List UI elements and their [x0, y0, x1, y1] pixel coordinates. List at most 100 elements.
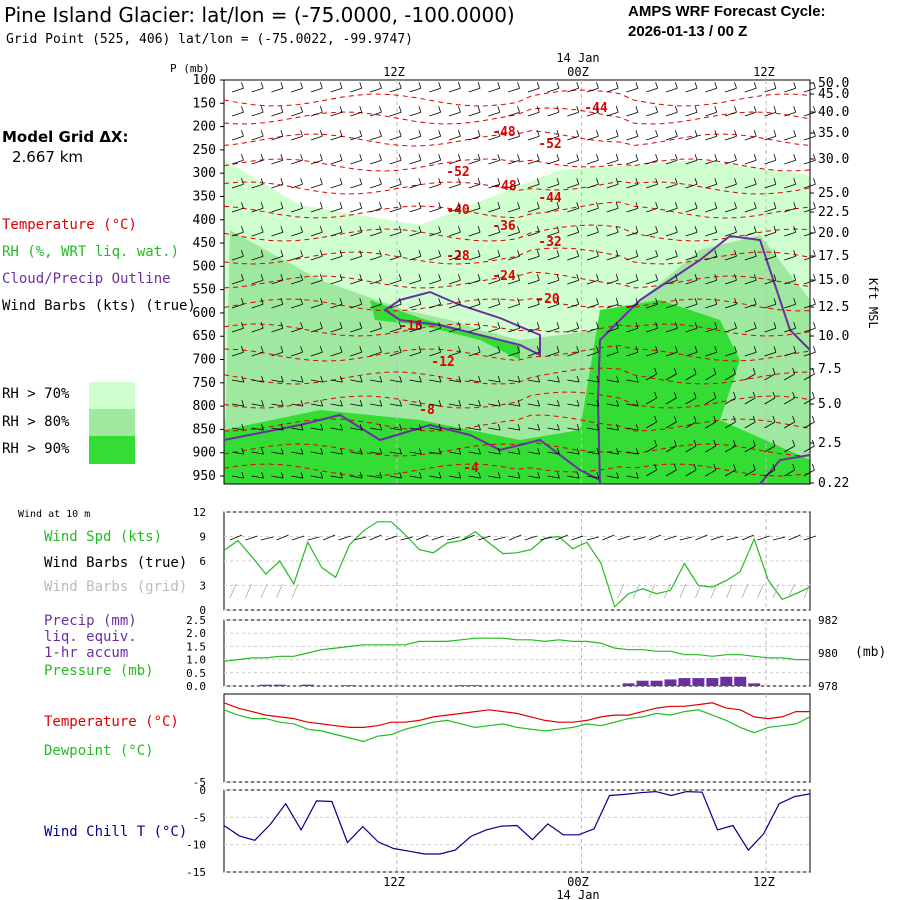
wind-barb-staff: [468, 183, 481, 189]
wind-barb-flag: [339, 226, 343, 233]
wind-barb-staff: [606, 279, 619, 285]
wind-barb-staff: [389, 379, 402, 383]
wind-barb-flag: [793, 346, 797, 353]
wind-barb-staff: [310, 255, 323, 261]
wind-barb-staff: [527, 87, 540, 93]
wind-barb-flag: [557, 375, 560, 383]
wind-barb-staff: [724, 279, 737, 285]
wind-barb-staff: [665, 87, 678, 93]
wind-barb-staff: [468, 231, 481, 237]
wind-barb-flag: [693, 367, 697, 375]
wind-barb-flag: [300, 202, 303, 209]
grid-wind-barb: [679, 583, 687, 599]
wind-barb-staff: [468, 475, 481, 479]
wind-barb-staff: [646, 351, 658, 357]
height-tick-label-13: 5.0: [818, 397, 841, 412]
wind-barb-flag: [773, 250, 777, 257]
wind-barb-flag: [379, 250, 382, 257]
wind-barb-staff: [606, 207, 619, 213]
wind-barb-staff: [508, 87, 520, 93]
wind-barb-flag: [477, 154, 481, 161]
wind-barb-flag: [635, 226, 639, 233]
temperature-line: [223, 702, 810, 728]
wind-barb-flag: [300, 274, 303, 281]
wind-barb-flag: [379, 82, 382, 89]
wind-barb-staff: [488, 303, 500, 309]
wind-barb-staff: [567, 403, 580, 407]
wind-barb-flag: [398, 298, 402, 305]
wind-barb-staff: [646, 159, 658, 165]
wind-barb-flag: [458, 375, 462, 383]
wind-barb-flag: [398, 130, 402, 137]
wind-barb-staff: [744, 445, 756, 453]
wind-barb-flag: [674, 82, 678, 89]
wind-barb-staff: [271, 135, 283, 141]
wind-barb-staff: [291, 255, 303, 261]
wind-barb-flag: [497, 399, 501, 407]
wind-barb-staff: [724, 469, 736, 477]
wind-barb-flag: [674, 178, 678, 185]
wind-barb-flag: [241, 202, 244, 209]
wind-barb-staff: [784, 159, 796, 165]
legend-rh80-swatch: [89, 409, 135, 436]
wind-barb-staff: [271, 207, 283, 213]
wind-barb-staff: [369, 327, 382, 333]
wind-barb-flag: [517, 375, 521, 383]
wind-barb-staff: [330, 135, 343, 141]
true-wind-barb: [478, 535, 491, 541]
height-tick-label-5: 25.0: [818, 186, 849, 201]
wind-barb-staff: [626, 135, 639, 141]
wind-barb-flag: [319, 346, 323, 353]
wind-barb-staff: [488, 135, 500, 141]
wind-barb-staff: [803, 327, 816, 333]
wind-barb-flag: [615, 250, 619, 257]
wind-barb-staff: [350, 279, 362, 285]
wind-barb-flag: [359, 298, 363, 305]
wind-barb-staff: [350, 451, 363, 455]
wind-barb-flag: [300, 423, 304, 431]
wind-barb-staff: [369, 135, 382, 141]
wind-barb-flag: [517, 423, 521, 431]
wind-barb-flag: [320, 375, 324, 383]
wind-barb-staff: [330, 451, 343, 455]
grid-point-subtitle: Grid Point (525, 406) lat/lon = (-75.002…: [6, 32, 413, 47]
model-grid-label: Model Grid ΔX:: [2, 128, 129, 146]
pressure-tick-label-4: 300: [193, 166, 216, 181]
precip-bar-33: [678, 678, 691, 686]
wind-barb-flag: [694, 346, 698, 353]
precip-tick-label-3: 1.0: [186, 654, 206, 667]
wind-barb-staff: [389, 451, 402, 455]
wind-barb-flag: [773, 202, 777, 209]
wind-barb-staff: [567, 231, 579, 237]
wind-barb-flag: [379, 322, 382, 329]
temperature-label-3: -52: [446, 165, 469, 180]
wind-barb-staff: [350, 403, 363, 407]
wind-barb-flag: [359, 202, 363, 209]
wind-barb-staff: [764, 111, 777, 117]
wind-barb-flag: [596, 375, 600, 383]
wind-barb-staff: [291, 111, 303, 117]
wind-barb-flag: [655, 202, 658, 209]
wind-barb-flag: [615, 202, 619, 209]
wind-barb-flag: [556, 82, 560, 89]
wind-barb-flag: [517, 130, 520, 137]
wind-barb-staff: [685, 303, 698, 309]
wind-barb-staff: [508, 183, 520, 189]
wind-barb-staff: [586, 87, 599, 93]
wind-barb-flag: [813, 250, 816, 257]
wind-barb-staff: [803, 469, 815, 477]
wind-barb-flag: [537, 447, 541, 455]
wind-barb-staff: [251, 231, 264, 237]
wind-barb-staff: [685, 231, 698, 237]
wind-barb-staff: [350, 159, 362, 165]
wind-barb-staff: [626, 87, 639, 93]
wind-barb-flag: [319, 106, 323, 113]
wind-barb-flag: [793, 322, 797, 329]
wind-barb-staff: [231, 279, 244, 285]
wind-barb-staff: [764, 279, 777, 285]
wind-barb-flag: [616, 471, 619, 479]
height-tick-label-10: 12.5: [818, 300, 849, 315]
wind-barb-flag: [536, 154, 540, 161]
precip-tick-label-5: 0.0: [186, 680, 206, 693]
wind-barb-flag: [280, 471, 284, 479]
